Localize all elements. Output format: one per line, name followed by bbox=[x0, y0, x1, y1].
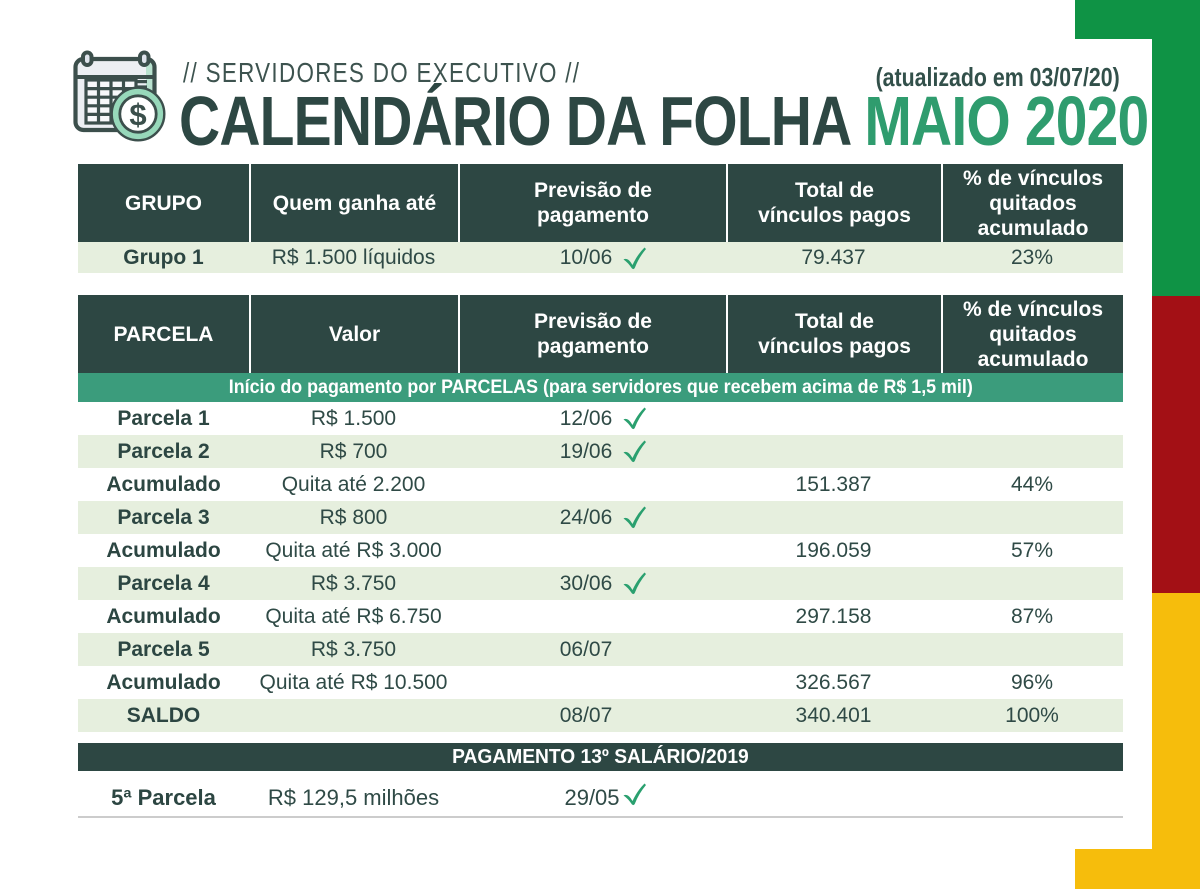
svg-text:$: $ bbox=[129, 97, 146, 132]
